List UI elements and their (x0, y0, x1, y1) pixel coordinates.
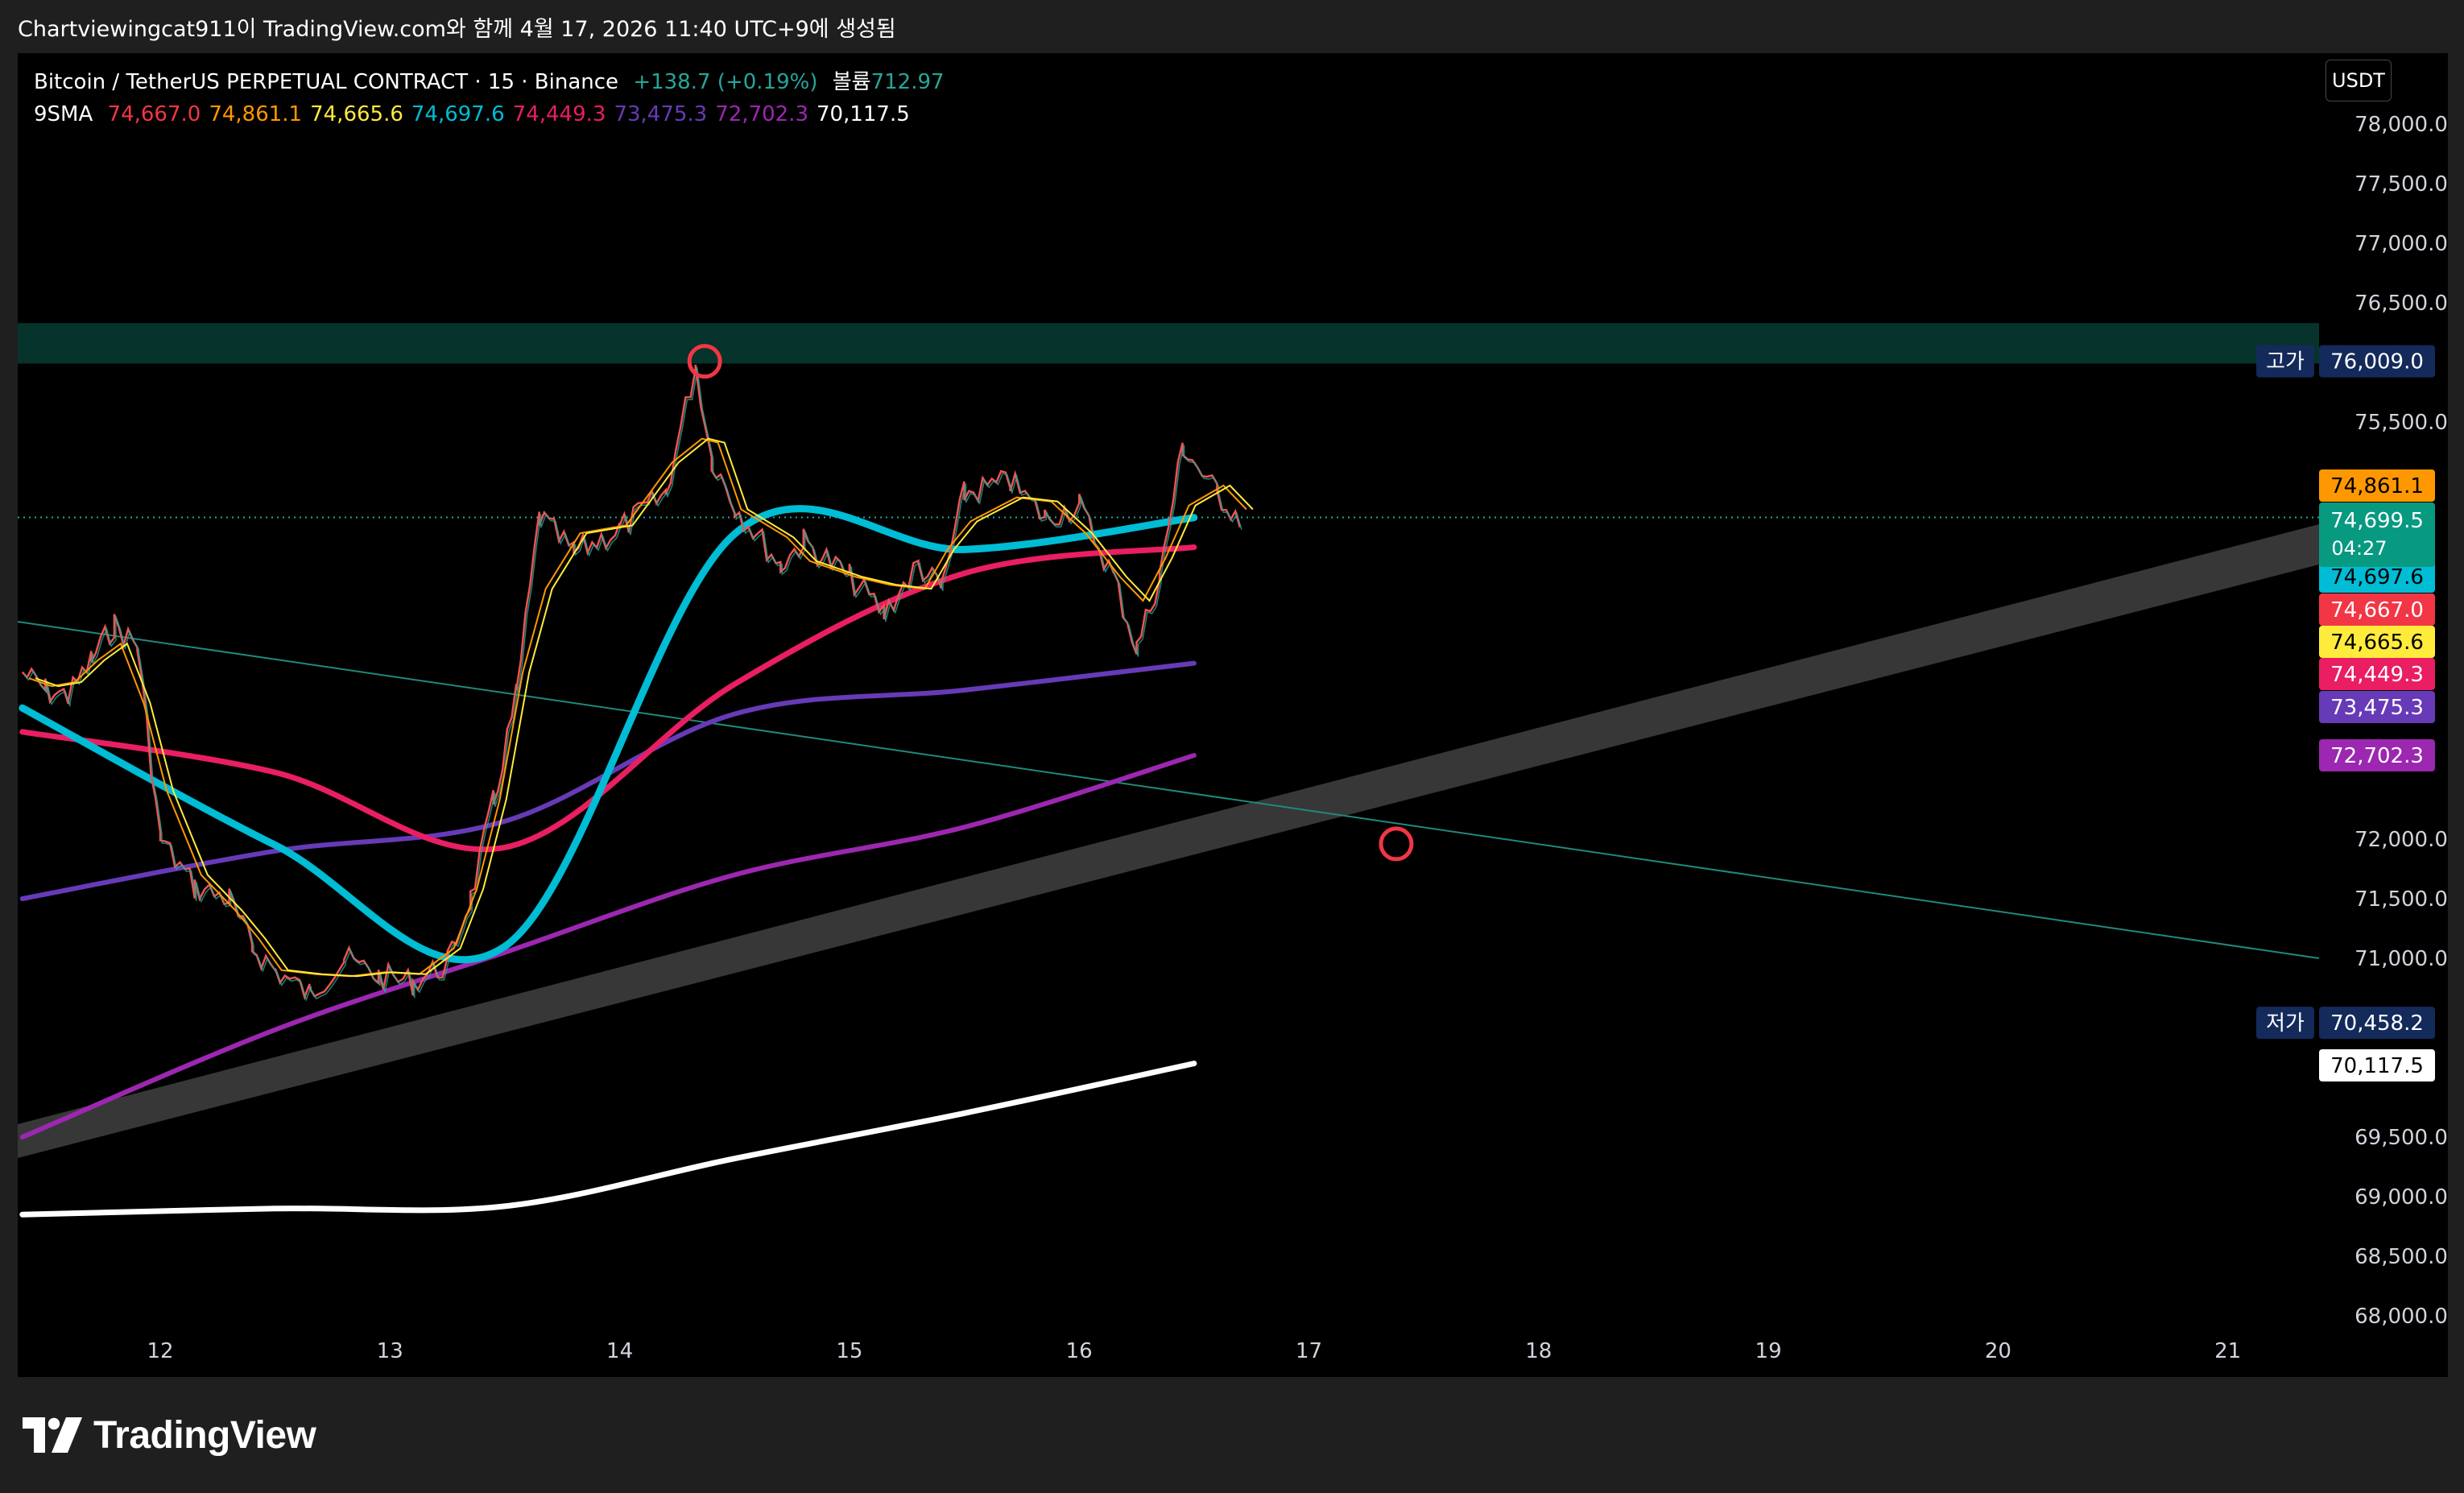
time-axis-label: 19 (1755, 1339, 1782, 1363)
ma-value-badge-text: 73,475.3 (2330, 696, 2424, 720)
ma-value-badge[interactable]: 74,697.6 (2319, 560, 2435, 593)
ascending-channel[interactable] (18, 524, 2319, 1158)
time-axis-label: 12 (147, 1339, 173, 1363)
price-change: +138.7 (+0.19%) (633, 70, 818, 94)
indicator-value: 74,861.1 (209, 102, 303, 126)
snapshot-caption: Chartviewingcat911이 TradingView.com와 함께 … (18, 17, 896, 42)
indicator-value: 73,475.3 (614, 102, 708, 126)
price-axis-tick: 75,500.0 (2354, 411, 2448, 435)
ma-value-badge[interactable]: 70,117.5 (2319, 1049, 2435, 1081)
footer: TradingView (0, 1377, 2464, 1493)
time-axis-label: 20 (1985, 1339, 2011, 1363)
low-price-badge-text: 70,458.2 (2330, 1011, 2424, 1036)
ma-value-badge-text: 74,449.3 (2330, 663, 2424, 687)
moving-average-line[interactable] (19, 660, 1197, 901)
price-axis-tick: 69,500.0 (2354, 1126, 2448, 1150)
time-axis-label: 15 (836, 1339, 862, 1363)
bar-countdown-text: 04:27 (2331, 537, 2387, 560)
indicator-value: 74,665.6 (310, 102, 403, 126)
ma-value-badge[interactable]: 74,861.1 (2319, 469, 2435, 502)
price-chart[interactable]: 12 13 14 15 16 17 18 19 20 21 78,000.0 77,500.0 77,0… (18, 53, 2448, 1377)
fast-moving-average-line[interactable] (28, 437, 1247, 978)
price-axis-tick: 72,000.0 (2354, 828, 2448, 852)
high-label-text: 고가 (2266, 350, 2305, 374)
tradingview-wordmark: TradingView (93, 1413, 316, 1457)
price-axis-tick: 69,000.0 (2354, 1185, 2448, 1210)
price-axis-tick: 76,500.0 (2354, 292, 2448, 316)
price-axis-tick: 71,500.0 (2354, 887, 2448, 912)
low-label: 저가 (2256, 1007, 2314, 1040)
high-price-badge-text: 76,009.0 (2330, 350, 2424, 374)
time-axis-label: 18 (1525, 1339, 1552, 1363)
high-price-badge[interactable]: 76,009.0 (2319, 345, 2435, 378)
current-price-badge[interactable]: 74,699.5 04:27 (2319, 502, 2435, 567)
ma-value-badge[interactable]: 72,702.3 (2319, 739, 2435, 771)
chart-legend: Bitcoin / TetherUS PERPETUAL CONTRACT · … (34, 66, 953, 130)
volume-value: 712.97 (870, 70, 945, 94)
indicator-name: 9SMA (34, 102, 93, 126)
ma-value-badge-text: 74,667.0 (2330, 598, 2424, 622)
price-axis-tick: 71,000.0 (2354, 947, 2448, 971)
currency-button[interactable]: USDT (2326, 60, 2392, 101)
moving-average-line[interactable] (19, 1061, 1197, 1218)
indicator-value: 74,697.6 (411, 102, 505, 126)
low-price-badge[interactable]: 70,458.2 (2319, 1007, 2435, 1040)
price-axis-tick: 68,500.0 (2354, 1245, 2448, 1269)
indicator-row[interactable]: 9SMA 74,667.0 74,861.1 74,665.6 74,697.6 74,… (34, 98, 953, 130)
circle-marker[interactable] (687, 344, 722, 379)
current-price-text: 74,699.5 (2330, 509, 2424, 533)
time-axis-label: 14 (606, 1339, 633, 1363)
time-axis-label: 13 (377, 1339, 403, 1363)
ma-value-badge[interactable]: 74,665.6 (2319, 626, 2435, 658)
price-axis-tick: 77,500.0 (2354, 172, 2448, 196)
ma-value-badge[interactable]: 73,475.3 (2319, 691, 2435, 723)
caption-bar: Chartviewingcat911이 TradingView.com와 함께 … (0, 0, 2464, 53)
ma-value-badge-text: 70,117.5 (2330, 1054, 2424, 1078)
time-axis-label: 17 (1296, 1339, 1322, 1363)
high-label: 고가 (2256, 345, 2314, 378)
low-label-text: 저가 (2266, 1011, 2305, 1036)
indicator-value: 70,117.5 (817, 102, 910, 126)
ma-value-badge-text: 72,702.3 (2330, 744, 2424, 768)
resistance-zone (18, 323, 2319, 364)
moving-average-line[interactable] (19, 544, 1197, 853)
fast-moving-average-line[interactable] (35, 437, 1254, 978)
ma-value-badge-text: 74,697.6 (2330, 565, 2424, 589)
ma-value-badge-text: 74,665.6 (2330, 631, 2424, 655)
moving-average-line[interactable] (19, 505, 1198, 964)
ma-value-badge-text: 74,861.1 (2330, 474, 2424, 498)
tradingview-logo-icon (23, 1417, 82, 1453)
indicator-value: 74,667.0 (107, 102, 201, 126)
circle-marker[interactable] (1379, 826, 1414, 862)
tradingview-logo[interactable]: TradingView (23, 1411, 316, 1459)
indicator-value: 72,702.3 (715, 102, 808, 126)
symbol-row[interactable]: Bitcoin / TetherUS PERPETUAL CONTRACT · … (34, 66, 953, 98)
volume-label: 볼륨 (832, 70, 871, 94)
moving-average-line[interactable] (19, 753, 1197, 1139)
symbol-title: Bitcoin / TetherUS PERPETUAL CONTRACT · … (34, 70, 619, 94)
price-axis-tick: 77,000.0 (2354, 232, 2448, 256)
price-axis-tick: 68,000.0 (2354, 1305, 2448, 1329)
ma-value-badge[interactable]: 74,667.0 (2319, 593, 2435, 626)
time-axis-label: 16 (1066, 1339, 1093, 1363)
price-axis-tick: 78,000.0 (2354, 113, 2448, 137)
chart-panel[interactable]: 12 13 14 15 16 17 18 19 20 21 78,000.0 77,500.0 77,0… (18, 53, 2448, 1377)
ma-value-badge[interactable]: 74,449.3 (2319, 658, 2435, 690)
descending-trendline[interactable] (18, 621, 2320, 959)
time-axis-label: 21 (2214, 1339, 2241, 1363)
indicator-value: 74,449.3 (512, 102, 606, 126)
